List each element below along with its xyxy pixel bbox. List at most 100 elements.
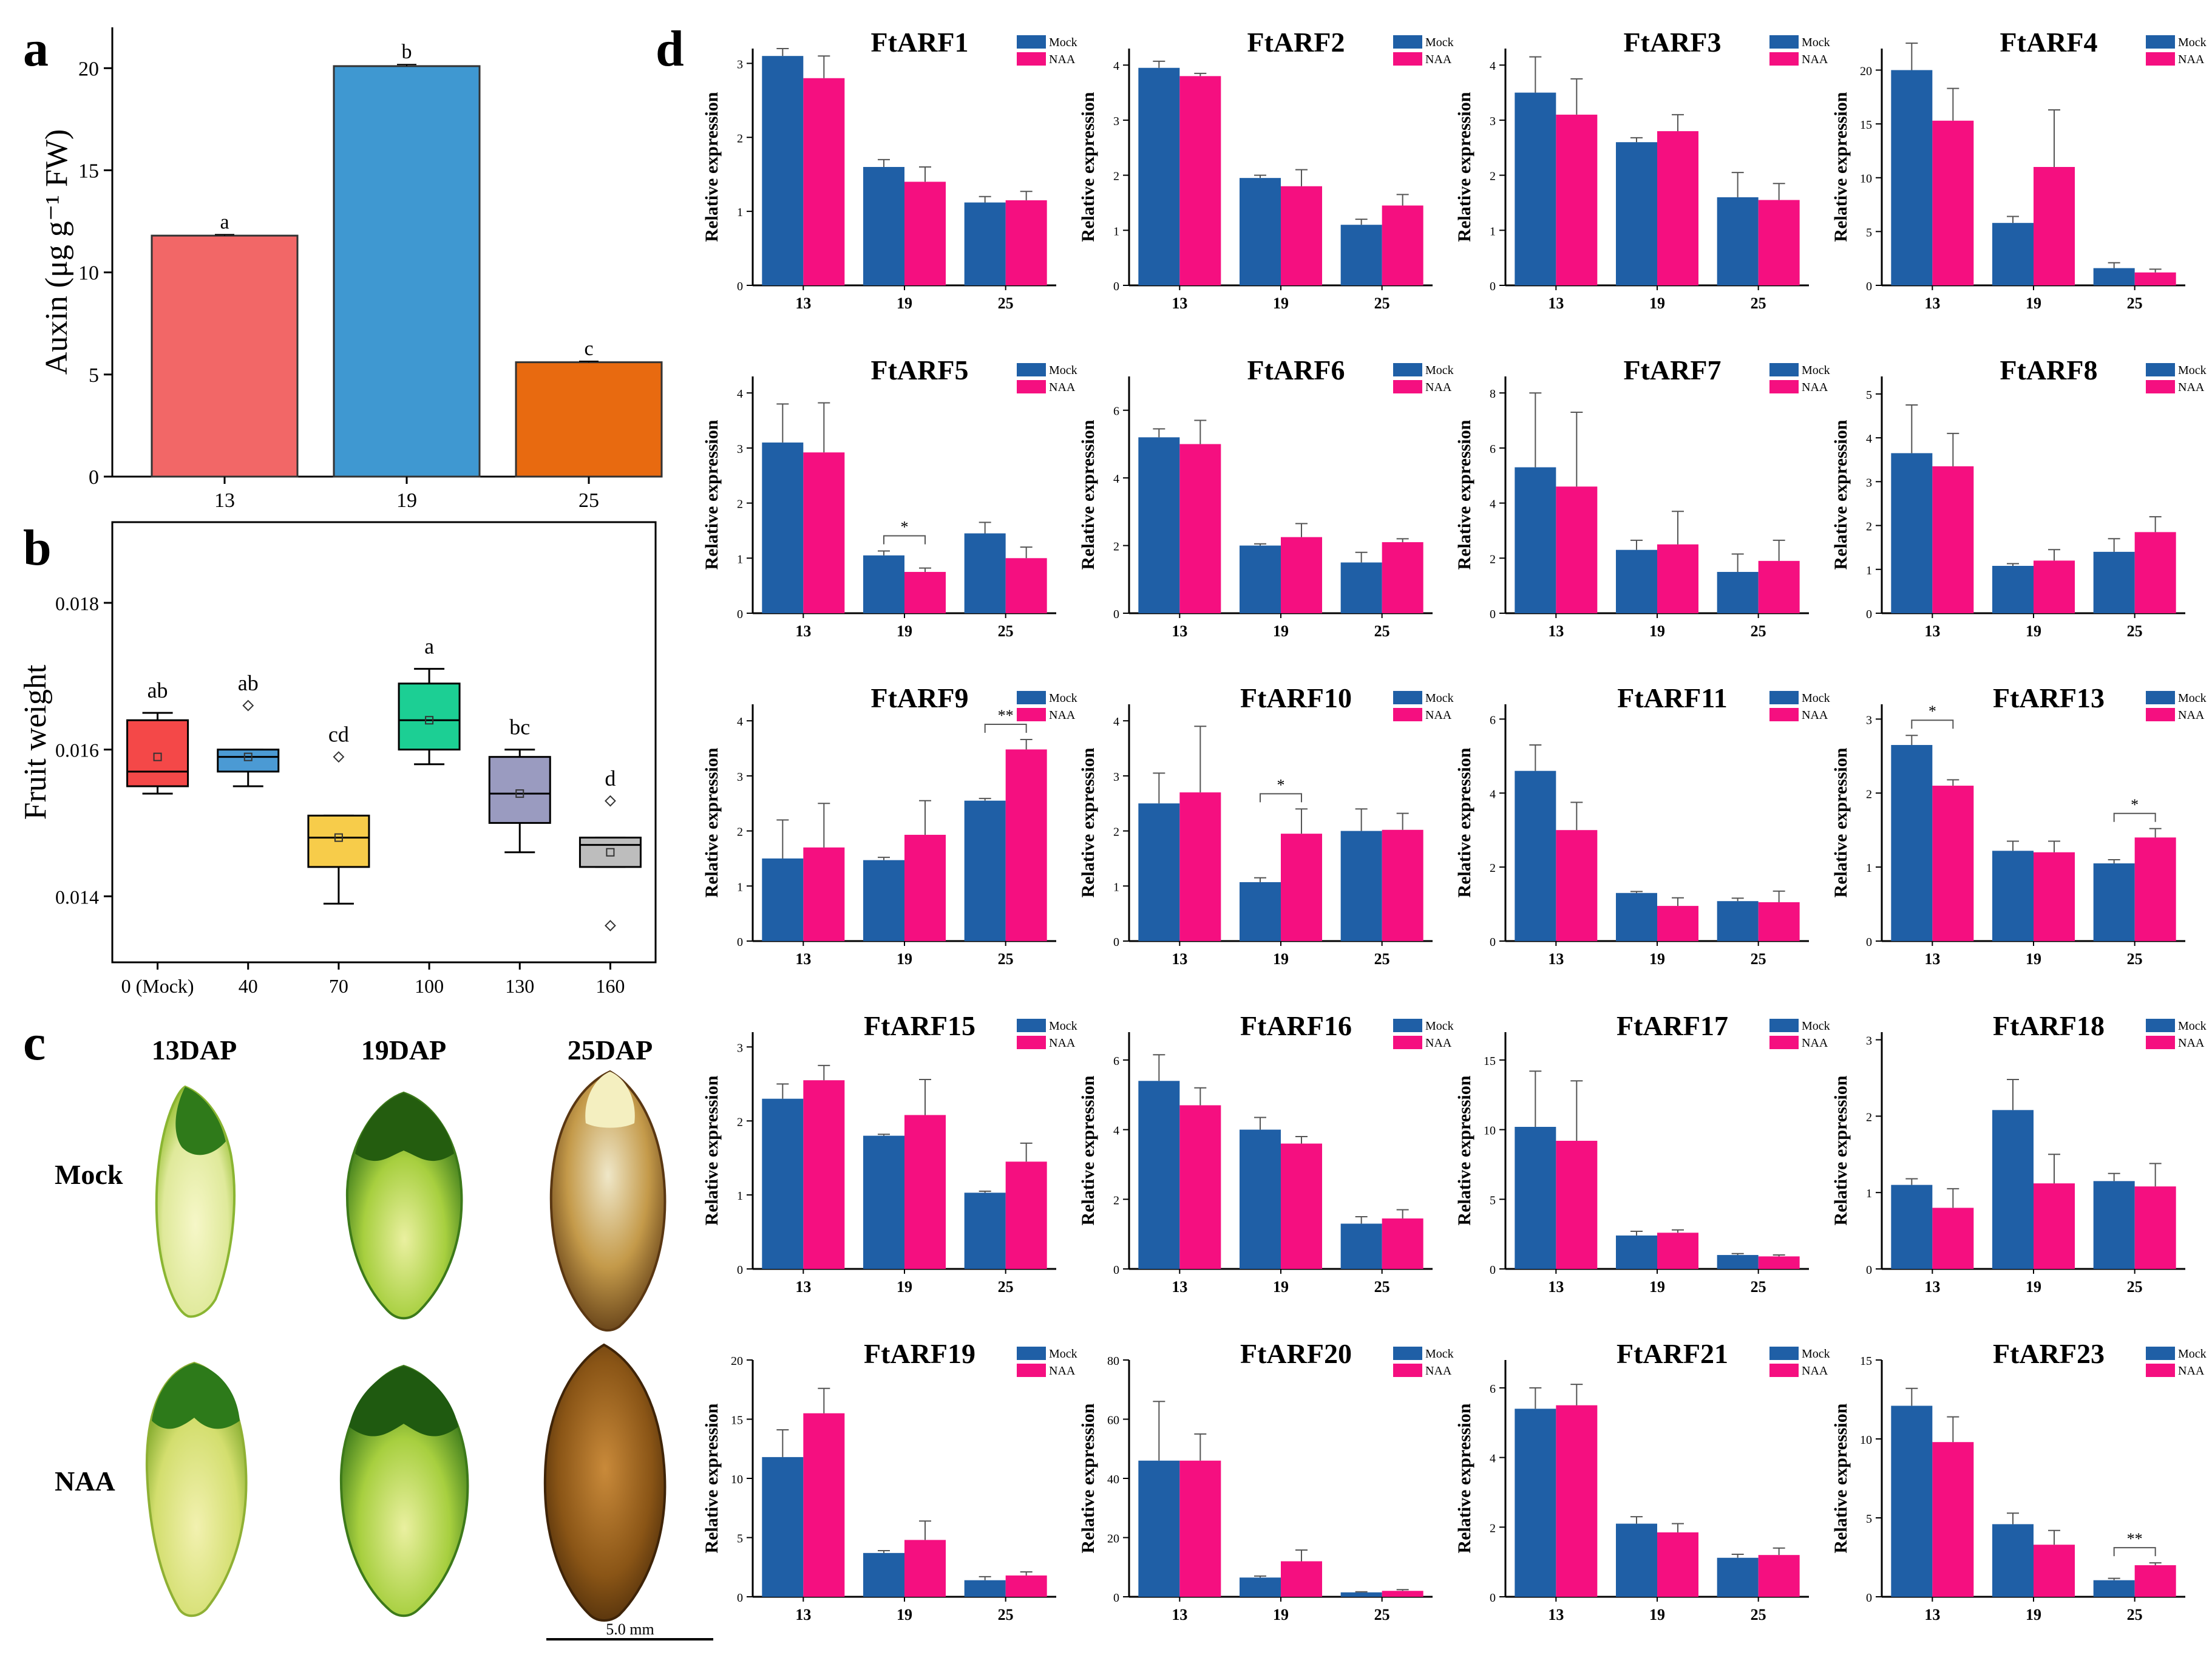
d-y-tick-label: 15 [1860, 1355, 1872, 1368]
a-significance-letter: b [402, 41, 412, 63]
d-bar-mock [1240, 1577, 1281, 1597]
d-bar-mock [1515, 770, 1556, 941]
d-legend-swatch-mock [2146, 691, 2175, 704]
arf-chart-ftarf3: 0 1 2 3 4 FtARF3 Mock NAA Relative expression 13 1… [1454, 27, 1830, 312]
arf-chart-ftarf19: 0 5 10 15 20 FtARF19 Mock NAA Relative expressio… [702, 1338, 1077, 1623]
b-significance-letter: cd [328, 722, 349, 747]
d-bar-mock [1891, 1185, 1933, 1269]
fruit-weight-box-plot: 0.014 0.016 0.018 ab 0 (Mock) ab 40 cd 70 a 100 bc 1… [18, 521, 657, 997]
d-bar-naa [1556, 1140, 1598, 1269]
d-panel-title: FtARF8 [2000, 355, 2098, 386]
d-y-tick-label: 2 [1113, 826, 1119, 839]
d-y-tick-label: 2 [1866, 1110, 1872, 1124]
d-legend-label-naa: NAA [1802, 1364, 1828, 1378]
d-x-tick-label: 25 [1751, 1278, 1766, 1296]
d-legend-label-mock: Mock [1425, 1347, 1454, 1361]
d-legend-swatch-naa [1393, 380, 1422, 393]
d-y-tick-label: 20 [731, 1355, 743, 1368]
panel-label-c: c [23, 1015, 46, 1071]
fruit-photo-panel: 13DAP 19DAP 25DAP Mock NAA [55, 1035, 713, 1640]
d-bar-mock [1515, 467, 1556, 613]
d-y-tick-label: 5 [737, 1532, 743, 1546]
d-legend-label-mock: Mock [1802, 364, 1830, 377]
d-panel-title: FtARF6 [1247, 355, 1345, 386]
d-bar-mock [1616, 892, 1657, 941]
d-x-tick-label: 19 [897, 1606, 912, 1623]
d-legend-label-naa: NAA [1425, 1364, 1452, 1378]
d-x-tick-label: 25 [2127, 1278, 2143, 1296]
d-bar-naa [1932, 1208, 1974, 1269]
arf-chart-ftarf20: 0 20 40 60 80 FtARF20 Mock NAA Relative expressi… [1078, 1338, 1454, 1623]
d-legend-label-naa: NAA [1049, 709, 1076, 722]
b-mean-marker [606, 848, 615, 857]
d-legend-swatch-mock [1769, 1019, 1799, 1032]
b-mean-marker [153, 752, 162, 761]
arf-chart-ftarf7: 0 2 4 6 8 FtARF7 Mock NAA Relative expression 13 1… [1454, 355, 1830, 640]
d-y-tick-label: 8 [1490, 387, 1496, 401]
d-y-tick-label: 4 [1490, 498, 1496, 511]
panel-label-b: b [23, 520, 52, 576]
arf-chart-ftarf9: 0 1 2 3 4 FtARF9 Mock NAA Relative expression 13 1… [702, 682, 1077, 968]
d-y-axis-label: Relative expression [1831, 92, 1851, 242]
d-significance-mark: * [1277, 776, 1285, 794]
arf-chart-ftarf5: 0 1 2 3 4 FtARF5 Mock NAA Relative expression 13 1… [702, 355, 1077, 640]
d-legend-label-mock: Mock [2178, 692, 2207, 705]
d-x-tick-label: 13 [1924, 622, 1940, 640]
d-panel-title: FtARF16 [1240, 1010, 1352, 1041]
d-legend-label-mock: Mock [2178, 36, 2207, 49]
d-x-tick-label: 19 [1649, 1278, 1665, 1296]
d-x-tick-label: 13 [1172, 294, 1187, 312]
d-legend-swatch-mock [2146, 1347, 2175, 1360]
b-y-axis-label: Fruit weight [18, 664, 53, 820]
d-x-tick-label: 19 [1649, 950, 1665, 968]
d-bar-naa [1556, 1405, 1598, 1597]
d-bar-mock [1515, 1409, 1556, 1597]
b-significance-letter: ab [148, 678, 168, 702]
d-bar-naa [1758, 560, 1800, 613]
d-bar-mock [1992, 566, 2034, 613]
b-y-tick-label: 0.014 [55, 886, 99, 908]
d-y-tick-label: 10 [1484, 1124, 1496, 1138]
d-legend-swatch-mock [1393, 363, 1422, 376]
d-y-axis-label: Relative expression [1454, 1075, 1474, 1225]
d-legend-swatch-naa [1017, 1364, 1046, 1377]
d-bar-naa [1382, 829, 1423, 941]
d-legend-label-mock: Mock [1425, 364, 1454, 377]
d-y-tick-label: 2 [1866, 787, 1872, 801]
d-y-tick-label: 0 [1866, 1591, 1872, 1605]
d-bar-naa [2034, 167, 2075, 285]
d-bar-mock [1616, 1523, 1657, 1597]
b-outlier [605, 795, 616, 807]
d-x-tick-label: 25 [1751, 294, 1766, 312]
d-bar-naa [1758, 200, 1800, 285]
d-x-tick-label: 13 [1924, 950, 1940, 968]
d-y-tick-label: 5 [1490, 1194, 1496, 1207]
d-bar-naa [1382, 542, 1423, 613]
d-legend-swatch-naa [2146, 1036, 2175, 1049]
d-bar-mock [1240, 545, 1281, 613]
arf-chart-ftarf8: 0 1 2 3 4 5 FtARF8 Mock NAA Relative expression 13… [1831, 355, 2207, 640]
d-y-tick-label: 3 [737, 770, 743, 784]
arf-chart-ftarf2: 0 1 2 3 4 FtARF2 Mock NAA Relative expression 13 1… [1078, 27, 1454, 312]
d-bar-mock [1138, 1460, 1180, 1597]
d-x-tick-label: 19 [1649, 622, 1665, 640]
d-bar-mock [1616, 1235, 1657, 1269]
d-legend-swatch-naa [1393, 1036, 1422, 1049]
d-legend-label-naa: NAA [2178, 1364, 2205, 1378]
d-legend-swatch-mock [1769, 363, 1799, 376]
d-legend-label-naa: NAA [1802, 381, 1828, 394]
d-x-tick-label: 13 [1924, 1278, 1940, 1296]
d-y-axis-label: Relative expression [1078, 1075, 1098, 1225]
d-legend-label-naa: NAA [1049, 1364, 1076, 1378]
d-x-tick-label: 19 [897, 950, 912, 968]
d-bar-mock [2093, 1580, 2135, 1597]
d-legend-label-mock: Mock [1802, 36, 1830, 49]
d-x-tick-label: 19 [1273, 1606, 1289, 1623]
d-x-tick-label: 19 [1273, 950, 1289, 968]
d-y-tick-label: 40 [1107, 1473, 1119, 1486]
d-y-tick-label: 2 [1113, 1194, 1119, 1207]
d-bar-mock [863, 1135, 904, 1269]
d-bar-naa [1179, 1105, 1221, 1269]
d-legend-label-mock: Mock [1049, 364, 1077, 377]
d-bar-mock [1515, 92, 1556, 285]
